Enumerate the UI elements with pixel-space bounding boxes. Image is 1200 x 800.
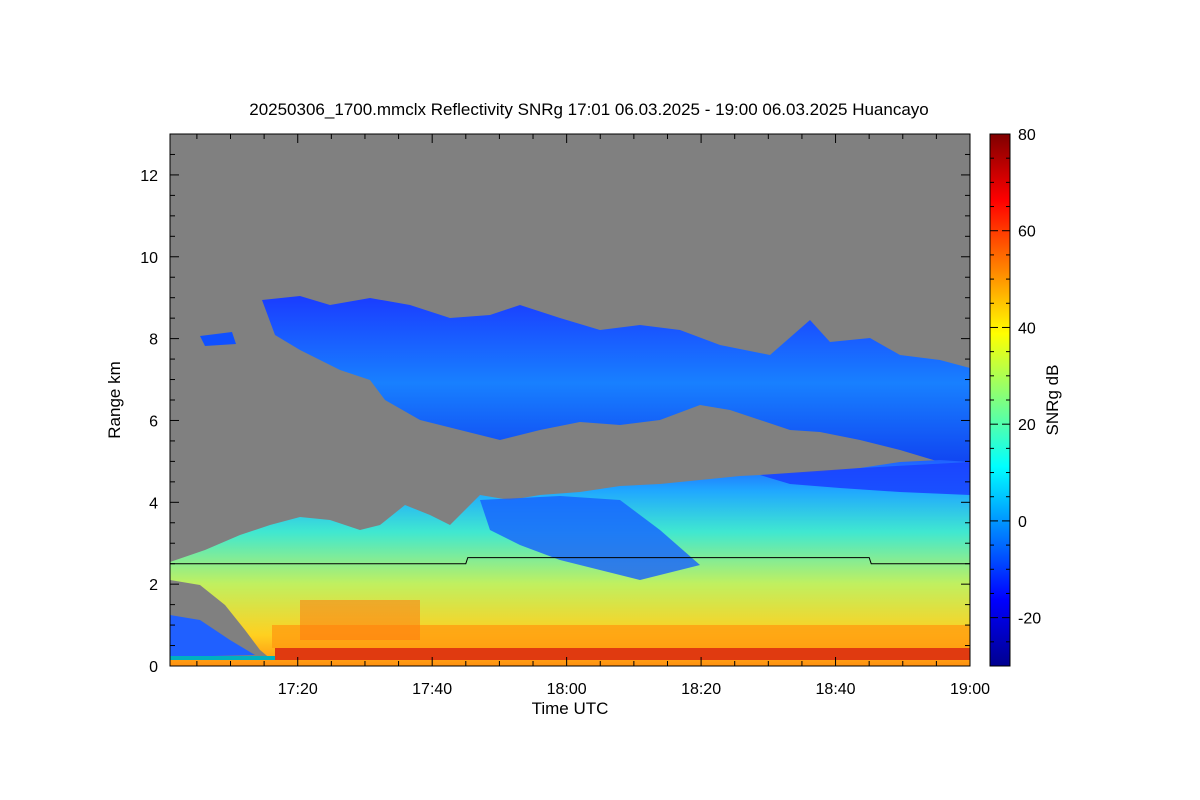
x-tick-label: 18:00 — [547, 681, 587, 698]
y-tick-label: 2 — [149, 577, 158, 594]
x-tick-label: 17:20 — [278, 681, 318, 698]
low-left-fragment — [170, 615, 255, 657]
surface-strong-echo — [275, 648, 970, 660]
mid-left-warm — [300, 600, 420, 640]
x-tick-label: 19:00 — [950, 681, 990, 698]
y-axis-label: Range km — [105, 361, 124, 438]
x-axis: 17:20 17:40 18:00 18:20 18:40 19:00 — [196, 134, 990, 698]
colorbar-tick-label: 80 — [1018, 127, 1036, 144]
colorbar-tick-label: 40 — [1018, 320, 1036, 337]
x-axis-label: Time UTC — [532, 699, 609, 718]
y-tick-label: 6 — [149, 413, 158, 430]
colorbar-tick-label: -20 — [1018, 611, 1041, 628]
upper-cloud-fragment — [200, 332, 236, 346]
y-tick-label: 12 — [140, 168, 158, 185]
colorbar-tick-label: 20 — [1018, 417, 1036, 434]
surface-left-strip — [170, 656, 275, 660]
echo-layers — [170, 296, 970, 666]
y-tick-label: 0 — [149, 659, 158, 676]
surface-near-echo — [272, 625, 970, 648]
colorbar-axis: -20 0 20 40 60 80 — [990, 127, 1041, 667]
x-tick-label: 18:40 — [816, 681, 856, 698]
midlayer-dark-band — [480, 496, 700, 580]
colorbar-label: SNRg dB — [1043, 365, 1062, 436]
x-tick-label: 18:20 — [681, 681, 721, 698]
x-tick-label: 17:40 — [412, 681, 452, 698]
overlay-line — [170, 557, 970, 565]
y-tick-label: 8 — [149, 332, 158, 349]
colorbar-tick-label: 0 — [1018, 514, 1027, 531]
colorbar-tick-label: 60 — [1018, 224, 1036, 241]
y-tick-label: 10 — [140, 250, 158, 267]
upper-cloud-layer — [262, 296, 970, 470]
midlayer-dark-band-right — [760, 462, 970, 495]
y-axis: 0 2 4 6 8 10 12 — [140, 133, 970, 676]
y-tick-label: 4 — [149, 495, 158, 512]
chart-title: 20250306_1700.mmclx Reflectivity SNRg 17… — [249, 100, 929, 119]
